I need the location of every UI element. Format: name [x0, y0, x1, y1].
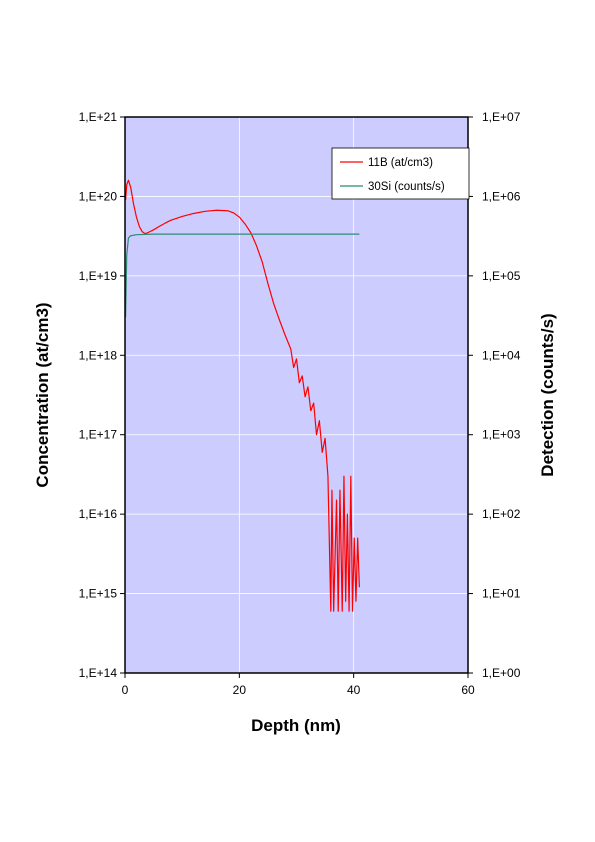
plot-area	[125, 117, 468, 673]
series-layer	[124, 179, 360, 612]
ticks: 1,E+14 1,E+15 1,E+16 1,E+17 1,E+18 1,E+19 1,E+…	[79, 110, 521, 697]
y-tick-label: 1,E+21	[79, 110, 118, 124]
series-line-30si	[124, 233, 360, 318]
y2-tick-label: 1,E+05	[482, 269, 521, 283]
y2-tick-label: 1,E+01	[482, 587, 521, 601]
x-tick-label: 40	[347, 683, 361, 697]
y-tick-label: 1,E+14	[79, 666, 118, 680]
y-tick-label: 1,E+16	[79, 507, 118, 521]
x-tick-label: 60	[461, 683, 475, 697]
y-tick-label: 1,E+15	[79, 587, 118, 601]
y-tick-label: 1,E+18	[79, 348, 118, 362]
y-tick-label: 1,E+20	[79, 189, 118, 203]
grid	[125, 117, 468, 673]
x-axis-title: Depth (nm)	[251, 716, 341, 735]
legend-box	[331, 147, 470, 200]
y-tick-label: 1,E+19	[79, 269, 118, 283]
legend-label-30si: 30Si (counts/s)	[368, 181, 445, 193]
y2-tick-label: 1,E+03	[482, 428, 521, 442]
y2-tick-label: 1,E+06	[482, 189, 521, 203]
series-line-11b	[124, 179, 360, 612]
y2-tick-label: 1,E+07	[482, 110, 521, 124]
y2-axis-title: Detection (counts/s)	[538, 313, 557, 476]
y2-tick-label: 1,E+04	[482, 348, 521, 362]
legend: 11B (at/cm3) 30Si (counts/s)	[331, 147, 470, 200]
legend-label-11b: 11B (at/cm3)	[368, 157, 433, 169]
y-axis-title: Concentration (at/cm3)	[33, 302, 52, 487]
x-tick-label: 0	[122, 683, 129, 697]
x-tick-label: 20	[233, 683, 247, 697]
y2-tick-label: 1,E+00	[482, 666, 521, 680]
y2-tick-label: 1,E+02	[482, 507, 521, 521]
y-tick-label: 1,E+17	[79, 428, 118, 442]
plot-frame	[124, 116, 469, 674]
